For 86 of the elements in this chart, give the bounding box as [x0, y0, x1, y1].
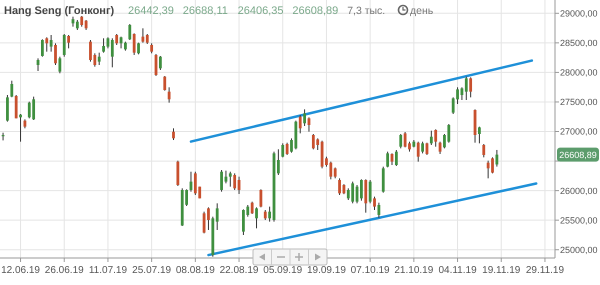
candlestick: [394, 150, 398, 166]
candlestick: [150, 42, 154, 54]
candlestick: [80, 15, 84, 28]
candlestick: [50, 34, 53, 52]
candlestick: [233, 172, 236, 190]
candlestick: [286, 142, 289, 156]
candlestick: [426, 142, 428, 156]
x-tick-label: 05.09.19: [263, 265, 303, 276]
candlestick: [40, 38, 44, 58]
text: Hang Seng (Гонконг): [4, 5, 115, 17]
x-tick-label: 22.08.19: [220, 265, 259, 276]
candlestick: [259, 188, 262, 208]
annotation: 26406,35: [238, 5, 284, 17]
x-tick-label: 07.10.19: [350, 265, 390, 276]
candlestick: [346, 188, 350, 201]
candlestick: [142, 28, 144, 44]
candlestick: [308, 116, 310, 132]
annotation: день: [410, 5, 434, 17]
candlestick: [390, 152, 394, 166]
candlestick: [84, 19, 88, 30]
candlestick: [190, 171, 192, 192]
candlestick: [373, 196, 376, 211]
candlestick: [238, 176, 240, 194]
candlestick: [2, 132, 4, 141]
candlestick: [172, 128, 175, 141]
candlestick: [298, 114, 302, 134]
x-tick-label: 11.07.19: [88, 265, 128, 276]
candlestick: [154, 53, 158, 76]
y-tick-label: 27000,00: [560, 126, 598, 137]
candlestick: [404, 131, 407, 148]
annotation: 26608,89: [292, 5, 338, 17]
candlestick: [255, 206, 258, 229]
x-tick-label: 25.07.19: [132, 265, 172, 276]
x-tick-label: 29.11.19: [526, 265, 564, 276]
candlestick: [115, 33, 118, 46]
candlestick: [137, 42, 140, 55]
x-tick-label: 19.09.19: [306, 265, 346, 276]
candlestick: [6, 94, 9, 122]
candlestick: [32, 96, 36, 120]
candlestick: [478, 126, 481, 144]
candlestick: [158, 55, 162, 70]
candlestick: [486, 160, 490, 179]
candlestick: [495, 149, 498, 168]
candlestick: [386, 151, 390, 168]
annotation: 7,3 тыс.: [347, 5, 386, 17]
x-tick-label: 26.06.19: [44, 265, 84, 276]
candlestick: [128, 23, 132, 41]
candlestick: [364, 178, 368, 214]
candlestick: [198, 186, 202, 199]
candlestick: [264, 210, 267, 220]
y-tick-label: 28000,00: [560, 68, 598, 78]
candlestick: [421, 141, 424, 154]
candlestick: [368, 179, 372, 204]
y-tick-label: 27500,00: [560, 97, 598, 108]
candlestick: [176, 160, 180, 187]
candlestick: [163, 76, 166, 92]
x-tick-label: 12.06.19: [1, 265, 40, 276]
candlestick: [28, 101, 31, 119]
candlestick: [19, 114, 22, 142]
annotation: 26608,89: [559, 150, 597, 160]
candlestick: [430, 130, 433, 146]
candlestick: [36, 58, 40, 72]
candlestick: [89, 40, 92, 62]
candlestick: [76, 19, 79, 30]
candlestick: [14, 94, 18, 119]
y-tick-label: 29000,00: [560, 8, 598, 18]
x-tick-label: 19.11.19: [482, 265, 521, 276]
y-tick-label: 25000,00: [560, 244, 598, 255]
y-tick-label: 26000,00: [560, 186, 598, 196]
y-tick-label: 25500,00: [560, 215, 598, 226]
candlestick: [168, 86, 171, 104]
candlestick: [303, 108, 306, 127]
y-tick-label: 28500,00: [560, 38, 598, 48]
x-tick-label: 08.08.19: [176, 265, 216, 276]
candlestick: [312, 133, 315, 150]
candlestick: [67, 34, 70, 49]
x-tick-label: 04.11.19: [438, 265, 478, 276]
candlestick: [54, 42, 57, 66]
candlestick: [250, 201, 254, 214]
annotation: 26442,39: [128, 5, 174, 17]
annotation: 26688,11: [182, 5, 228, 17]
candlestick: [377, 202, 380, 218]
x-tick-label: 21.10.19: [394, 265, 434, 276]
candlestick: [438, 141, 442, 154]
candlestick: [58, 56, 62, 74]
candlestick: [242, 208, 245, 236]
